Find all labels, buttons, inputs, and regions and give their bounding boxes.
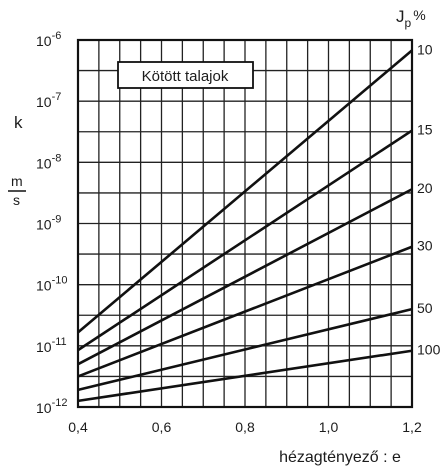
series-label: 100: [417, 342, 441, 358]
series-labels: 10 15 20 30 50 100: [417, 41, 441, 357]
x-axis-label: hézagtényező : e: [279, 449, 401, 466]
y-tick-label: 10-8: [36, 152, 61, 171]
svg-text:Jp%: Jp%: [396, 7, 426, 30]
series-line: [77, 349, 413, 403]
y-axis-symbol: k: [14, 113, 23, 132]
x-tick-label: 1,0: [319, 419, 339, 435]
chart-title: Kötött talajok: [142, 68, 229, 85]
y-tick-label: 10-12: [36, 397, 67, 416]
series-label: 50: [417, 300, 433, 316]
x-tick-label: 0,6: [152, 419, 172, 435]
legend-title-unit: %: [413, 7, 425, 23]
series-line: [77, 49, 413, 334]
series-label: 15: [417, 122, 433, 138]
series-label: 20: [417, 180, 433, 196]
chart-title-box: [117, 61, 254, 89]
y-tick-label: 10-10: [36, 275, 67, 294]
y-axis-unit-numerator: m: [11, 173, 23, 189]
plot-frame: [76, 38, 414, 409]
chart-series: [77, 49, 413, 403]
series-line: [77, 245, 413, 378]
legend-title: Jp%: [396, 7, 426, 30]
legend-title-symbol: J: [396, 7, 405, 26]
y-axis-unit-denominator: s: [13, 192, 20, 208]
chart-title-group: Kötött talajok: [117, 61, 254, 89]
y-axis-label: k m s: [8, 113, 26, 208]
series-label: 30: [417, 238, 433, 254]
y-tick-labels: 10-6 10-7 10-8 10-9 10-10 10-11 10-12: [36, 30, 67, 416]
x-tick-label: 0,8: [235, 419, 255, 435]
series-line: [77, 307, 413, 392]
y-tick-label: 10-11: [36, 336, 67, 355]
series-line: [77, 188, 413, 366]
legend-title-subscript: p: [405, 16, 412, 30]
y-tick-label: 10-7: [36, 91, 61, 110]
chart-grid: [78, 40, 412, 407]
series-line: [77, 129, 413, 352]
y-tick-label: 10-6: [36, 30, 61, 49]
series-label: 10: [417, 41, 433, 57]
x-tick-labels: 0,4 0,6 0,8 1,0 1,2: [68, 419, 422, 435]
y-tick-label: 10-9: [36, 214, 61, 233]
x-tick-label: 1,2: [402, 419, 422, 435]
x-tick-label: 0,4: [68, 419, 88, 435]
